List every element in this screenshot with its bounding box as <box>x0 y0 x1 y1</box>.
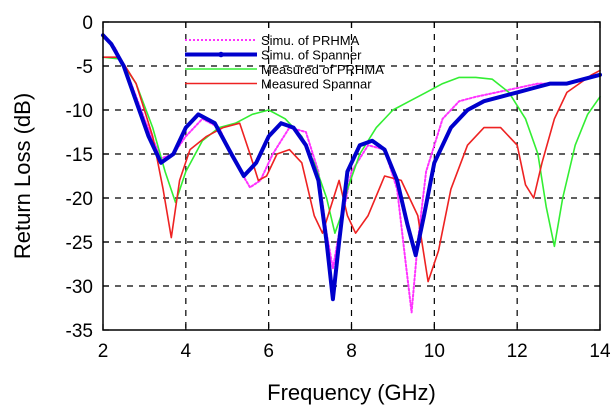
y-tick-label: -20 <box>66 189 93 210</box>
y-tick-label: -35 <box>66 321 93 342</box>
x-tick-label: 4 <box>181 341 192 362</box>
series-line-3 <box>102 56 601 248</box>
x-tick-label: 6 <box>263 341 274 362</box>
y-tick-label: -10 <box>66 101 93 122</box>
legend-label-3: Measured of PRHMA <box>261 62 384 77</box>
x-tick-label: 8 <box>346 341 357 362</box>
legend-label-1: Simu. of PRHMA <box>261 33 360 48</box>
y-tick-label: -15 <box>66 145 93 166</box>
grid-lines <box>103 22 600 330</box>
y-axis-label: Return Loss (dB) <box>10 93 35 259</box>
x-tick-label: 12 <box>507 341 528 362</box>
y-tick-label: 0 <box>82 13 93 34</box>
legend-label-4: Measured Spannar <box>261 77 372 92</box>
y-tick-labels: 0 -5 -10 -15 -20 -25 -30 -35 <box>66 13 93 342</box>
x-tick-label: 14 <box>589 341 611 362</box>
y-tick-label: -5 <box>76 57 93 78</box>
axis-ticks <box>102 21 601 331</box>
legend-label-2: Simu. of Spanner <box>261 48 362 63</box>
x-axis-label: Frequency (GHz) <box>267 380 436 405</box>
legend-marker <box>218 51 224 58</box>
series-lines <box>101 33 602 314</box>
x-tick-label: 2 <box>98 341 109 362</box>
y-tick-label: -25 <box>66 233 93 254</box>
x-tick-label: 10 <box>424 341 445 362</box>
y-tick-label: -30 <box>66 277 93 298</box>
x-tick-labels: 2 4 6 8 10 12 14 <box>98 341 611 362</box>
series-line-2 <box>101 33 602 302</box>
